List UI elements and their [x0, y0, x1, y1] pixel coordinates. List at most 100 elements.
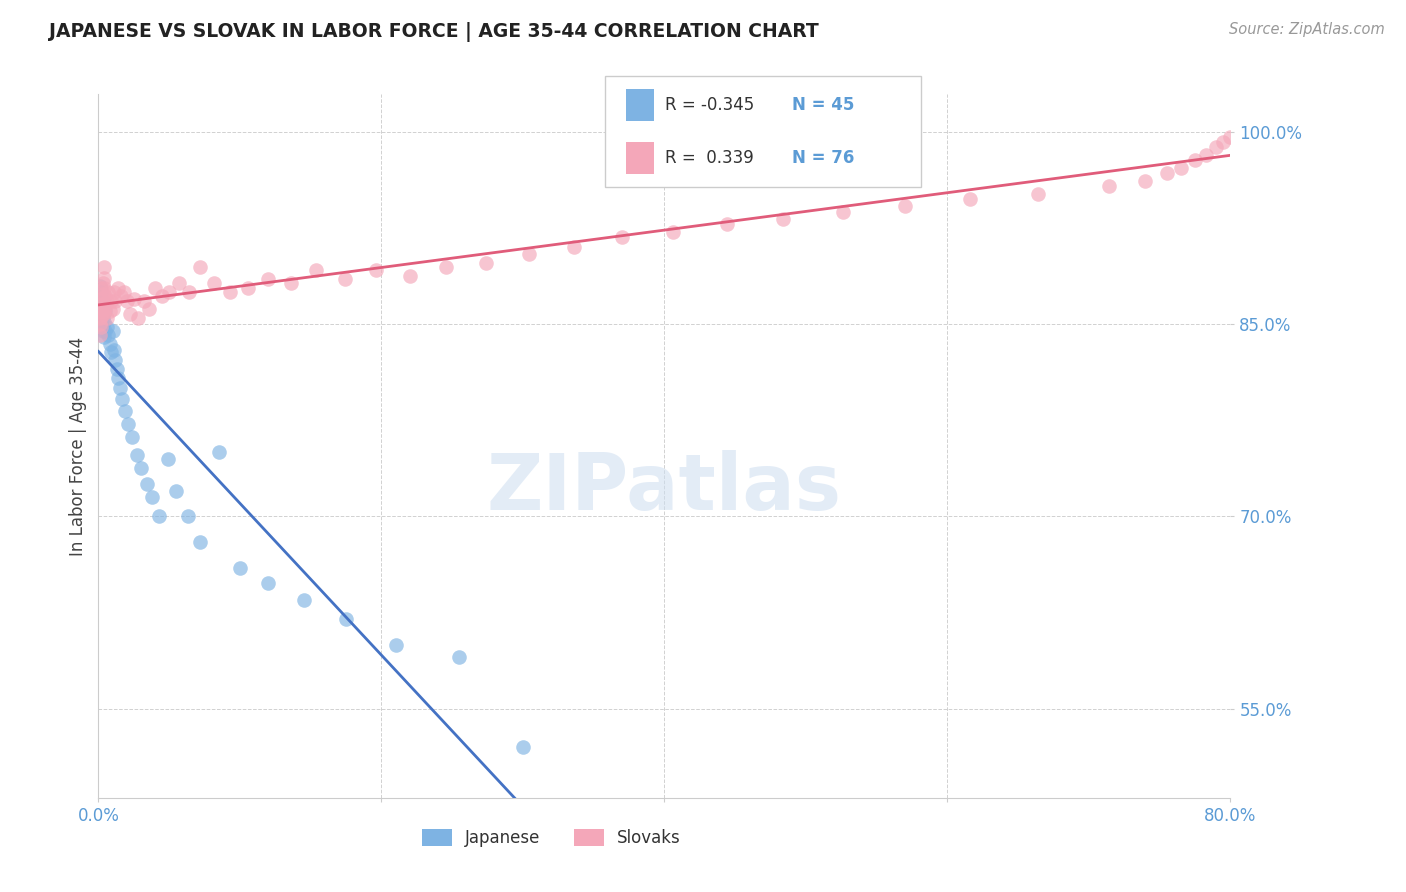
Point: [89, 298, 111, 312]
Legend: Japanese, Slovaks: Japanese, Slovaks: [415, 822, 688, 854]
Point: [110, 289, 132, 303]
Point: [662, 225, 685, 239]
Point: [257, 272, 280, 286]
Point: [127, 310, 149, 325]
Point: [208, 445, 231, 459]
Point: [97, 285, 120, 300]
Point: [143, 281, 166, 295]
Point: [150, 289, 173, 303]
Point: [94, 304, 117, 318]
Point: [93, 330, 115, 344]
Point: [111, 392, 134, 406]
Point: [894, 199, 917, 213]
Point: [280, 277, 302, 291]
Point: [91, 297, 114, 311]
Point: [90, 318, 112, 332]
Point: [93, 304, 115, 318]
Point: [93, 260, 115, 274]
Point: [96, 294, 118, 309]
Point: [167, 277, 190, 291]
Point: [165, 483, 187, 498]
Point: [335, 612, 357, 626]
Point: [98, 304, 121, 318]
Point: [772, 212, 794, 227]
Y-axis label: In Labor Force | Age 35-44: In Labor Force | Age 35-44: [69, 336, 87, 556]
Point: [103, 343, 125, 357]
Point: [94, 324, 117, 338]
Text: R = -0.345: R = -0.345: [665, 96, 754, 114]
Text: N = 45: N = 45: [792, 96, 853, 114]
Text: R =  0.339: R = 0.339: [665, 149, 754, 167]
Point: [1236, 125, 1258, 139]
Point: [148, 509, 170, 524]
Point: [105, 362, 128, 376]
Point: [610, 230, 633, 244]
Point: [1135, 174, 1157, 188]
Point: [512, 740, 534, 755]
Point: [89, 318, 111, 332]
Point: [107, 371, 129, 385]
Point: [101, 324, 124, 338]
Point: [96, 310, 118, 325]
Point: [101, 301, 124, 316]
Point: [1170, 161, 1192, 175]
Point: [90, 319, 112, 334]
Point: [132, 294, 155, 309]
Point: [238, 281, 260, 295]
Point: [89, 278, 111, 293]
Point: [93, 271, 115, 285]
Point: [90, 310, 112, 324]
Point: [475, 256, 498, 270]
Point: [103, 285, 125, 300]
Point: [1026, 186, 1049, 201]
Point: [115, 294, 138, 309]
Point: [716, 218, 738, 232]
Point: [114, 404, 136, 418]
Point: [517, 247, 540, 261]
Point: [1184, 153, 1206, 168]
Point: [89, 304, 111, 318]
Point: [98, 336, 121, 351]
Point: [104, 294, 127, 309]
Point: [89, 292, 111, 306]
Point: [1219, 130, 1241, 145]
Point: [90, 281, 112, 295]
Point: [257, 576, 280, 591]
Point: [141, 490, 163, 504]
Point: [89, 298, 111, 312]
Point: [384, 638, 406, 652]
Point: [89, 327, 111, 342]
Point: [108, 381, 131, 395]
Point: [93, 281, 115, 295]
Point: [333, 272, 356, 286]
Point: [364, 263, 387, 277]
Point: [90, 285, 112, 300]
Point: [104, 353, 127, 368]
Point: [959, 192, 981, 206]
Text: Source: ZipAtlas.com: Source: ZipAtlas.com: [1229, 22, 1385, 37]
Point: [177, 285, 200, 300]
Point: [305, 263, 328, 277]
Point: [117, 417, 139, 432]
Text: ZIPatlas: ZIPatlas: [486, 450, 842, 526]
Point: [89, 292, 111, 306]
Point: [112, 285, 135, 300]
Point: [188, 535, 211, 549]
Point: [156, 451, 179, 466]
Point: [1195, 148, 1218, 162]
Point: [1156, 166, 1178, 180]
Point: [118, 307, 141, 321]
Point: [831, 204, 853, 219]
Point: [1205, 140, 1227, 154]
Point: [157, 285, 180, 300]
Point: [91, 307, 114, 321]
Point: [100, 345, 122, 359]
Point: [89, 310, 111, 325]
Text: N = 76: N = 76: [792, 149, 853, 167]
Point: [91, 286, 114, 301]
Point: [125, 448, 148, 462]
Point: [138, 301, 160, 316]
Point: [129, 460, 152, 475]
Point: [90, 301, 112, 316]
Point: [91, 294, 114, 309]
